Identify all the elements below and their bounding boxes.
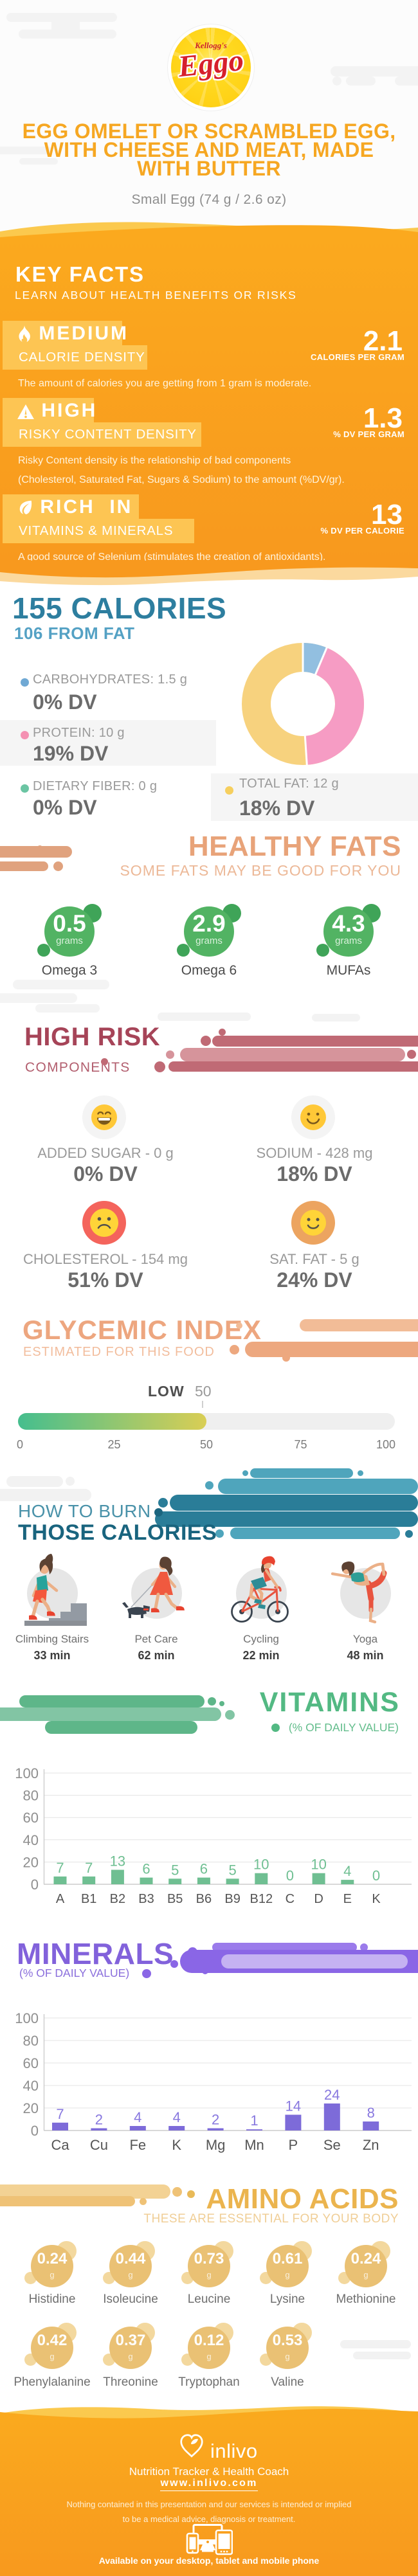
svg-text:C: C [286,1892,295,1906]
svg-text:P: P [289,2137,298,2153]
svg-text:4: 4 [343,1863,351,1879]
svg-text:24: 24 [324,2087,340,2103]
svg-text:8: 8 [367,2105,375,2121]
svg-text:K: K [172,2137,181,2153]
svg-text:6: 6 [142,1861,150,1877]
svg-text:14: 14 [286,2098,301,2114]
svg-text:Mn: Mn [244,2137,264,2153]
svg-text:80: 80 [23,2033,39,2049]
svg-text:100: 100 [15,1765,39,1781]
svg-text:10: 10 [311,1857,326,1873]
svg-text:60: 60 [23,1810,39,1826]
svg-text:E: E [343,1892,352,1906]
svg-text:0: 0 [286,1868,294,1884]
svg-text:7: 7 [56,1860,64,1876]
svg-text:40: 40 [23,2078,39,2094]
svg-text:2: 2 [95,2112,103,2128]
svg-text:Se: Se [323,2137,341,2153]
svg-text:B1: B1 [81,1892,96,1906]
svg-text:0: 0 [372,1868,380,1884]
svg-text:B6: B6 [196,1892,212,1906]
svg-text:20: 20 [23,2100,39,2116]
svg-text:60: 60 [23,2055,39,2071]
svg-text:B2: B2 [110,1892,125,1906]
svg-text:7: 7 [85,1860,93,1876]
svg-text:5: 5 [171,1862,179,1878]
svg-text:Cu: Cu [90,2137,108,2153]
svg-text:4: 4 [134,2109,141,2125]
svg-text:1: 1 [250,2112,258,2129]
svg-text:B3: B3 [138,1892,154,1906]
svg-text:0: 0 [31,1877,39,1893]
svg-text:D: D [314,1892,323,1906]
svg-text:13: 13 [110,1853,125,1869]
svg-text:100: 100 [15,2010,39,2026]
svg-text:Fe: Fe [129,2137,146,2153]
svg-text:B9: B9 [224,1892,240,1906]
svg-text:Zn: Zn [363,2137,379,2153]
svg-text:A: A [56,1892,65,1906]
svg-text:5: 5 [228,1862,236,1878]
svg-text:B5: B5 [167,1892,183,1906]
svg-text:Mg: Mg [206,2137,226,2153]
svg-text:40: 40 [23,1832,39,1848]
svg-text:2: 2 [212,2112,219,2128]
svg-text:K: K [372,1892,381,1906]
svg-text:0: 0 [31,2123,39,2139]
svg-text:20: 20 [23,1854,39,1870]
svg-text:7: 7 [56,2106,64,2122]
svg-text:4: 4 [173,2109,181,2125]
svg-text:80: 80 [23,1788,39,1804]
svg-text:6: 6 [200,1861,208,1877]
svg-text:B12: B12 [250,1892,273,1906]
svg-text:10: 10 [253,1857,269,1873]
svg-text:Ca: Ca [51,2137,69,2153]
